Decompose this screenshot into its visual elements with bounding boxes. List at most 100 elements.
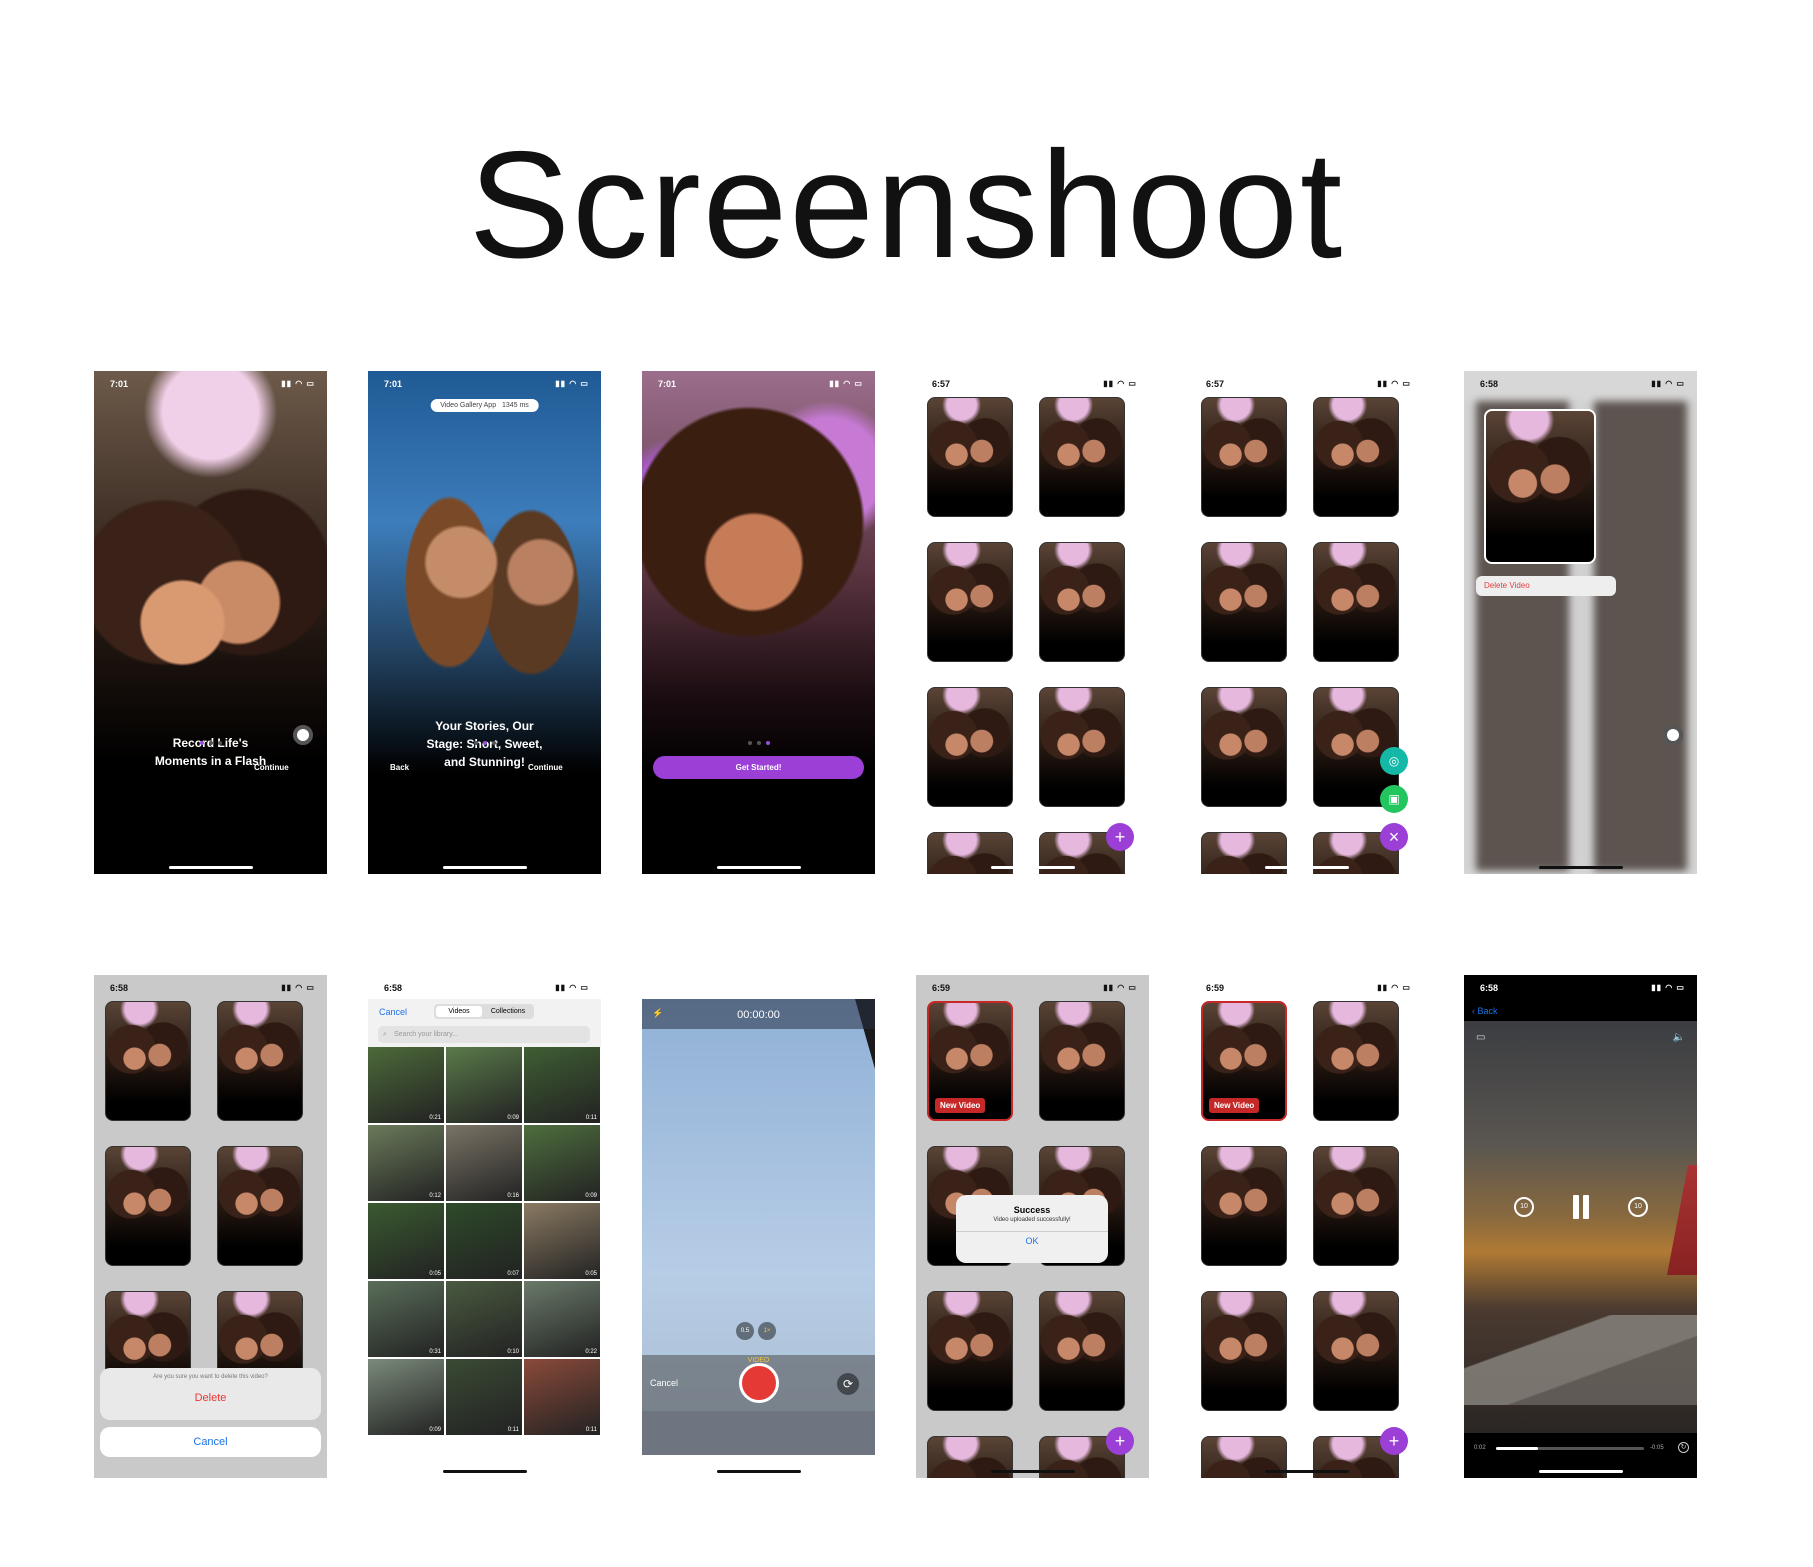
status-bar: 6:58 ▮▮ ◠ ▭ [110,983,315,993]
video-thumbnail[interactable] [1201,397,1287,517]
skip-back-icon[interactable]: 10 [1514,1197,1534,1217]
page-dots [199,741,222,745]
flash-icon[interactable]: ⚡ [652,1008,664,1018]
zoom-1x-button[interactable]: 1× [758,1322,776,1340]
camera-footer [642,1411,875,1455]
flip-camera-icon[interactable]: ⟳ [837,1373,859,1395]
add-button[interactable]: + [1106,1427,1134,1455]
cancel-button[interactable]: Cancel [100,1427,321,1457]
onboarding-text: Your Stories, Our Stage: Short, Sweet, a… [368,717,601,771]
remaining-time: -0:05 [1650,1445,1664,1451]
airplay-icon[interactable]: ▭ [1476,1032,1486,1043]
continue-button[interactable]: Continue [254,763,289,772]
video-thumbnail[interactable] [1313,1001,1399,1121]
record-timer: 00:00:00 [737,1009,780,1021]
screen-gallery: 6:57 ▮▮ ◠ ▭ + [916,371,1149,874]
volume-icon[interactable]: 🔈 [1672,1032,1685,1043]
screen-gallery-new: 6:59 ▮▮ ◠ ▭ New Video + [1190,975,1423,1478]
search-input[interactable]: ⌕ Search your library... [378,1026,590,1043]
video-thumbnail[interactable] [1201,687,1287,807]
status-bar: 6:59 ▮▮ ◠ ▭ [1206,983,1411,993]
video-thumbnail[interactable] [927,687,1013,807]
video-tile[interactable]: 0:16 [446,1125,522,1201]
video-tile[interactable]: 0:11 [446,1359,522,1435]
video-tile[interactable]: 0:05 [524,1203,600,1279]
video-thumbnail[interactable] [1313,397,1399,517]
video-thumbnail[interactable] [1039,1291,1125,1411]
video-thumbnail[interactable] [1039,397,1125,517]
video-thumbnail[interactable] [1313,1146,1399,1266]
video-thumbnail[interactable] [927,542,1013,662]
video-tile[interactable]: 0:21 [368,1047,444,1123]
video-thumbnail[interactable] [1201,1291,1287,1411]
video-thumbnail [105,1146,191,1266]
video-thumbnail[interactable] [1039,687,1125,807]
screen-camera: ⚡ 00:00:00 0.5 1× VIDEO Cancel ⟳ [642,975,875,1478]
onboarding-line: and Stunning! [444,755,525,769]
elapsed-time: 0:02 [1474,1445,1486,1451]
video-tile[interactable]: 0:09 [446,1047,522,1123]
video-thumbnail[interactable] [1313,1291,1399,1411]
record-button[interactable] [293,725,313,745]
video-tile[interactable]: 0:09 [368,1359,444,1435]
video-thumbnail[interactable] [1039,1001,1125,1121]
tab-videos[interactable]: Videos [436,1006,482,1017]
status-bar: 7:01 ▮▮ ◠ ▭ [110,379,315,389]
video-tile[interactable]: 0:11 [524,1359,600,1435]
video-tile[interactable]: 0:07 [446,1203,522,1279]
record-button[interactable] [1663,725,1683,745]
skip-forward-icon[interactable]: 10 [1628,1197,1648,1217]
home-indicator [1264,1470,1349,1473]
library-icon[interactable]: ▣ [1380,785,1408,813]
delete-button[interactable]: Delete [194,1392,227,1404]
add-button[interactable]: + [1106,823,1134,851]
video-tile[interactable]: 0:12 [368,1125,444,1201]
video-tile[interactable]: 0:05 [368,1203,444,1279]
video-thumbnail[interactable] [1313,542,1399,662]
home-indicator [716,866,801,869]
duration-label: 0:22 [585,1349,597,1355]
playback-speed-icon[interactable]: ↻ [1678,1442,1689,1453]
video-thumbnail[interactable] [1201,542,1287,662]
home-indicator [1538,866,1623,869]
airplane-wing [1464,1315,1697,1405]
duration-label: 0:05 [585,1271,597,1277]
video-tile[interactable]: 0:11 [524,1047,600,1123]
video-thumbnail [217,1146,303,1266]
continue-button[interactable]: Continue [528,763,563,772]
video-tile[interactable]: 0:09 [524,1125,600,1201]
video-thumbnail-new[interactable]: New Video [927,1001,1013,1121]
video-tile[interactable]: 0:31 [368,1281,444,1357]
shutter-button[interactable] [739,1363,779,1403]
alert-ok-button[interactable]: OK [956,1231,1108,1246]
duration-label: 0:10 [507,1349,519,1355]
cancel-button[interactable]: Cancel [379,1007,408,1017]
back-button[interactable]: ‹ Back [1472,1006,1498,1016]
zoom-0-5-button[interactable]: 0.5 [736,1322,754,1340]
get-started-button[interactable]: Get Started! [653,756,864,779]
delete-prompt: Are you sure you want to delete this vid… [153,1374,268,1380]
add-button[interactable]: + [1380,1427,1408,1455]
delete-video-action[interactable]: Delete Video [1476,576,1616,596]
pause-icon[interactable] [1570,1195,1592,1219]
video-thumbnail[interactable] [1313,687,1399,807]
video-thumbnail[interactable] [1201,1146,1287,1266]
camera-icon[interactable]: ◎ [1380,747,1408,775]
home-indicator [990,1470,1075,1473]
video-thumbnail[interactable] [1039,542,1125,662]
back-button[interactable]: Back [390,763,410,772]
video-thumbnail-new[interactable]: New Video [1201,1001,1287,1121]
video-tile[interactable]: 0:22 [524,1281,600,1357]
cancel-button[interactable]: Cancel [650,1378,679,1388]
progress-bar[interactable] [1496,1447,1644,1450]
tab-collections[interactable]: Collections [490,1008,526,1015]
close-fab-button[interactable]: × [1380,823,1408,851]
video-thumbnail [105,1001,191,1121]
preview-thumbnail [1484,409,1596,564]
video-thumbnail[interactable] [927,397,1013,517]
duration-label: 0:21 [429,1115,441,1121]
video-thumbnail[interactable] [927,1291,1013,1411]
screen-video-player: 6:58 ▮▮ ◠ ▭ ‹ Back ▭ 🔈 10 10 0:02 -0:05 ↻ [1464,975,1697,1478]
status-bar: 6:57 ▮▮ ◠ ▭ [932,379,1137,389]
video-tile[interactable]: 0:10 [446,1281,522,1357]
